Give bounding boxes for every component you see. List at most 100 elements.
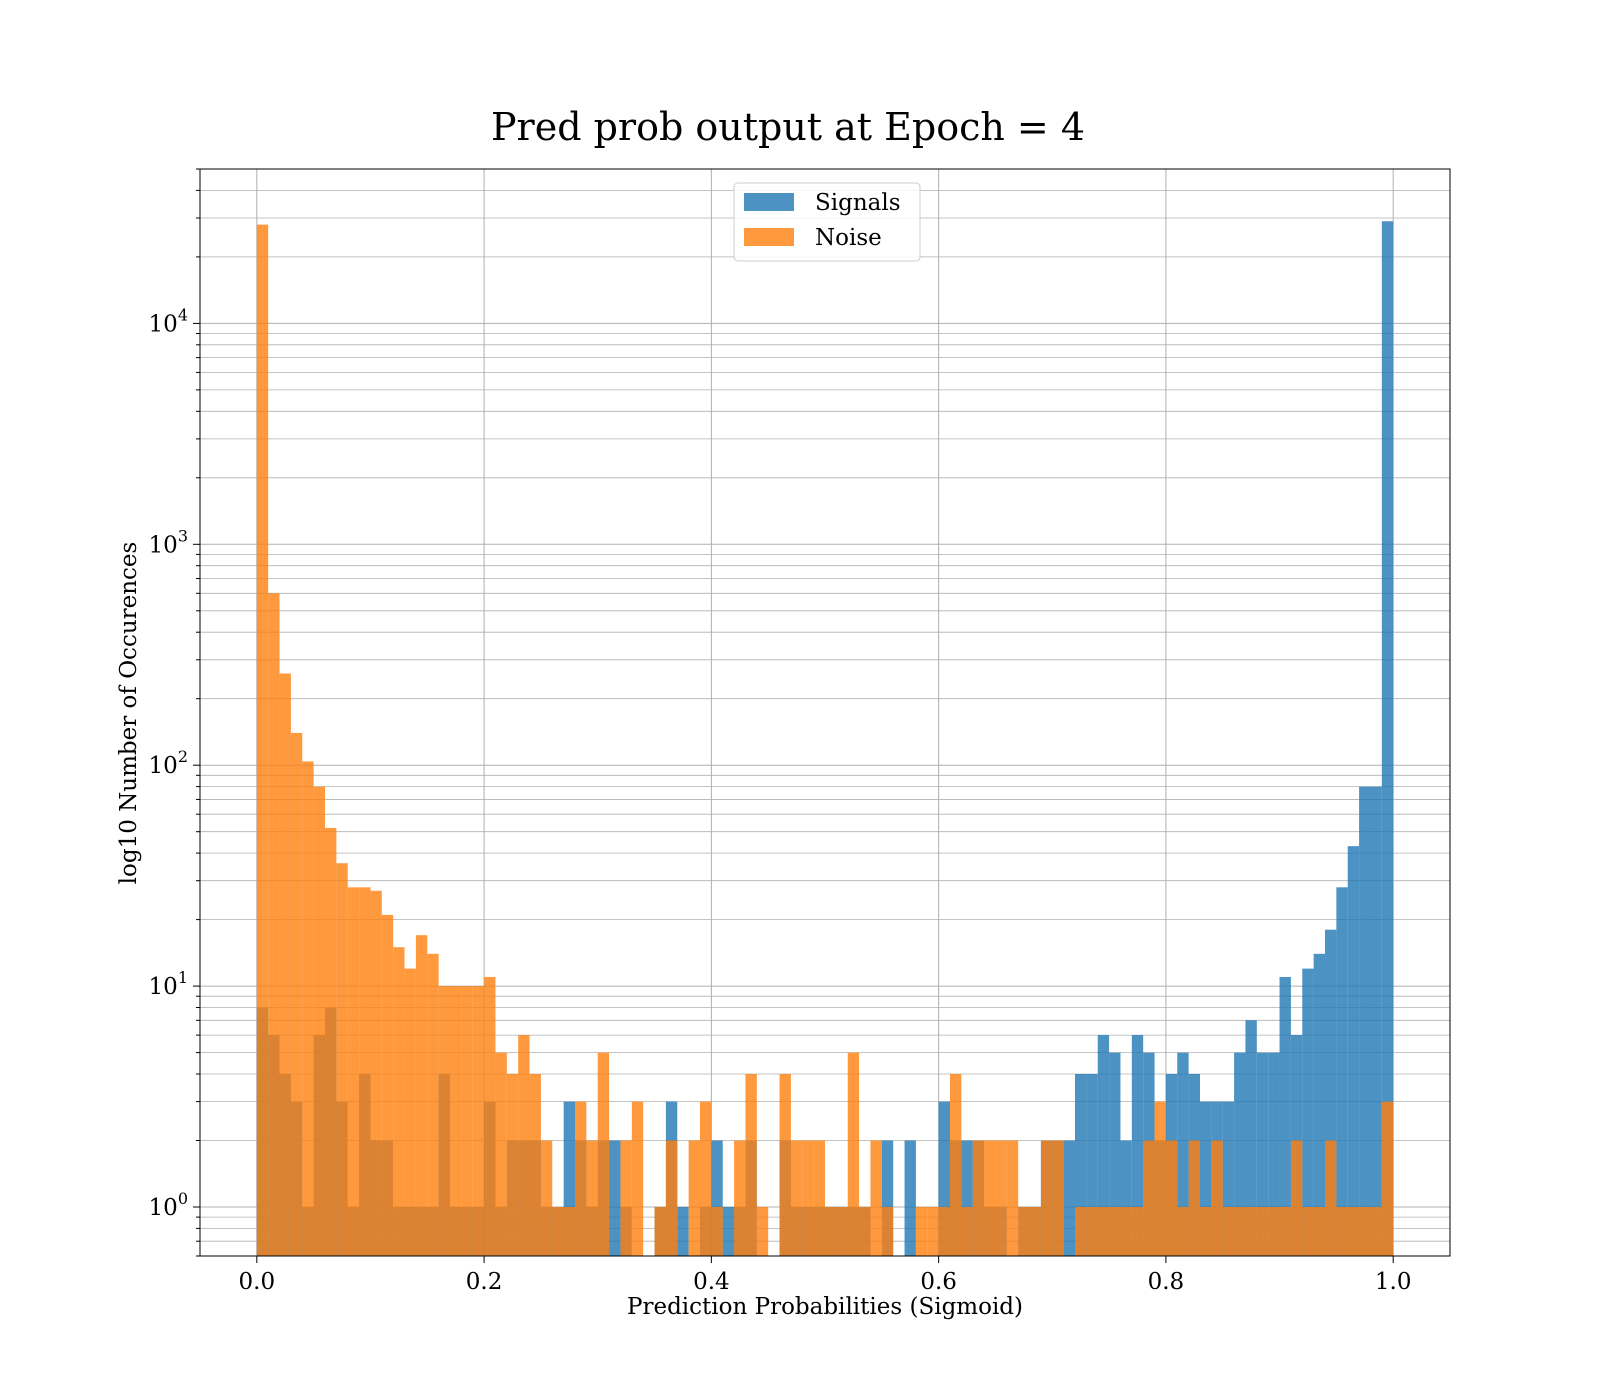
y-tick-label: 100 (149, 1189, 188, 1221)
histogram-bar-signals (563, 1101, 575, 1256)
histogram-bar-signals (1245, 1020, 1257, 1256)
histogram-bar-noise (415, 935, 428, 1256)
histogram-bar-noise (1222, 1206, 1235, 1256)
histogram-bar-noise (836, 1206, 848, 1256)
histogram-bar-noise (359, 887, 371, 1256)
histogram-bar-noise (620, 1140, 632, 1256)
histogram-bar-signals (1131, 1035, 1144, 1256)
histogram-bar-noise (1097, 1206, 1110, 1256)
histogram-bar-signals (1381, 221, 1394, 1257)
histogram-bar-signals (881, 1140, 894, 1256)
histogram-bar-noise (1131, 1206, 1144, 1256)
histogram-bar-noise (290, 732, 303, 1256)
x-tick-label: 0.6 (920, 1269, 957, 1295)
histogram-bar-signals (722, 1206, 735, 1256)
x-tick-label: 0.4 (693, 1269, 730, 1295)
histogram-bar-noise (370, 890, 382, 1256)
histogram-bar-noise (859, 1206, 871, 1256)
histogram-bar-noise (825, 1206, 837, 1256)
histogram-bar-noise (995, 1140, 1007, 1256)
histogram-bar-signals (1109, 1052, 1121, 1256)
histogram-bar-noise (540, 1140, 553, 1256)
histogram-bar-noise (984, 1140, 996, 1256)
histogram-bar-noise (1370, 1206, 1382, 1256)
legend-label-signals: Signals (815, 190, 901, 216)
histogram-bar-signals (1177, 1052, 1189, 1256)
histogram-bar-signals (938, 1101, 950, 1256)
histogram-bar-signals (1336, 887, 1348, 1256)
histogram-bar-noise (1086, 1206, 1098, 1256)
histogram-bar-noise (790, 1140, 803, 1256)
histogram-bar-noise (665, 1140, 678, 1256)
histogram-bar-noise (575, 1101, 587, 1256)
histogram-bar-noise (1188, 1140, 1200, 1256)
histogram-bar-noise (597, 1052, 610, 1256)
histogram-bar-noise (506, 1074, 519, 1256)
histogram-bar-noise (325, 827, 337, 1256)
histogram-bar-noise (1381, 1101, 1394, 1256)
histogram-bar-signals (1370, 786, 1382, 1256)
histogram-bar-noise (1336, 1206, 1348, 1256)
y-axis-ticks: 100 101 102 103 104 (149, 168, 200, 1257)
histogram-bar-signals (711, 1140, 723, 1256)
histogram-bar-noise (1040, 1140, 1053, 1256)
histogram-bar-noise (381, 914, 394, 1256)
histogram-bar-signals (1347, 846, 1360, 1256)
x-axis-ticks: 0.0 0.2 0.4 0.6 0.8 1.0 (239, 1256, 1412, 1295)
x-tick-label: 1.0 (1375, 1269, 1412, 1295)
histogram-bar-noise (972, 1140, 985, 1256)
histogram-bar-noise (586, 1140, 598, 1256)
histogram-bar-noise (950, 1074, 962, 1256)
histogram-bar-noise (1268, 1206, 1280, 1256)
histogram-bar-noise (1325, 1140, 1337, 1256)
histogram-bar-noise (302, 761, 314, 1256)
legend: Signals Noise (733, 182, 921, 262)
histogram-bar-signals (1302, 968, 1314, 1256)
y-tick-label: 104 (149, 305, 188, 337)
y-tick-label: 102 (149, 747, 188, 779)
histogram-bar-noise (438, 986, 450, 1256)
histogram-bar-noise (802, 1140, 814, 1256)
histogram-bar-noise (1165, 1140, 1178, 1256)
histogram-bar-noise (518, 1035, 530, 1256)
x-tick-label: 0.0 (239, 1269, 276, 1295)
histogram-bar-noise (927, 1206, 939, 1256)
histogram-bar-signals (1256, 1052, 1269, 1256)
histogram-bar-signals (1075, 1074, 1087, 1256)
chart-title: Pred prob output at Epoch = 4 (491, 105, 1085, 149)
legend-swatch-noise (744, 228, 794, 246)
histogram-bar-noise (393, 947, 405, 1256)
histogram-bar-noise (450, 986, 462, 1256)
histogram-bar-noise (779, 1074, 791, 1256)
histogram-bar-noise (461, 986, 473, 1256)
legend-label-noise: Noise (815, 225, 882, 251)
histogram-bar-noise (336, 863, 348, 1256)
histogram-bar-noise (1200, 1206, 1212, 1256)
histogram-bar-noise (1359, 1206, 1371, 1256)
histogram-bar-signals (1268, 1052, 1280, 1256)
histogram-bar-noise (427, 953, 439, 1256)
plot-frame (199, 168, 1451, 1257)
histogram-bar-signals (1200, 1101, 1212, 1256)
histogram-bar-noise (279, 673, 291, 1256)
histogram-bar-noise (1290, 1140, 1303, 1256)
histogram-bar-noise (552, 1206, 564, 1256)
histogram-bar-noise (1120, 1206, 1132, 1256)
histogram-bar-signals (1325, 929, 1337, 1256)
histogram-bar-noise (1109, 1206, 1121, 1256)
histogram-bar-signals (609, 1140, 621, 1256)
histogram-bar-noise (1006, 1140, 1019, 1256)
histogram-bar-noise (881, 1206, 894, 1256)
histogram-bar-noise (1029, 1206, 1041, 1256)
y-tick-label: 101 (149, 968, 188, 1000)
histogram-bar-noise (472, 986, 485, 1256)
histogram-bar-noise (484, 976, 496, 1256)
histogram-bar-noise (1302, 1206, 1314, 1256)
histogram-bar-noise (1245, 1206, 1257, 1256)
histogram-bar-noise (1347, 1206, 1360, 1256)
histogram-bar-noise (313, 786, 325, 1256)
histogram-bar-noise (813, 1140, 825, 1256)
histogram-bar-noise (745, 1074, 757, 1256)
histogram-bar-noise (870, 1140, 882, 1256)
